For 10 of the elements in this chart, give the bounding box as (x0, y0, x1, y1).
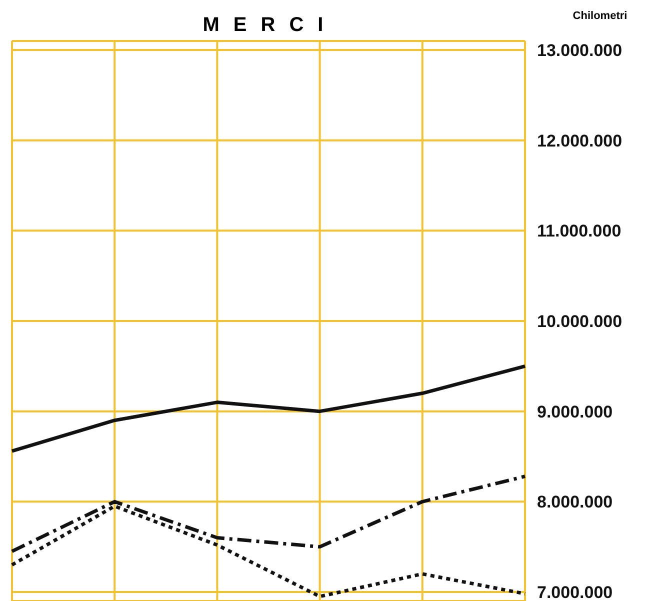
y-tick-label: 13.000.000 (537, 41, 622, 60)
y-tick-label: 12.000.000 (537, 131, 622, 150)
y-tick-label: 7.000.000 (537, 583, 613, 601)
y-tick-label: 9.000.000 (537, 402, 613, 422)
y-axis-title: Chilometri (572, 10, 628, 22)
y-tick-label: 11.000.000 (537, 222, 622, 241)
line-series (10, 364, 527, 453)
y-tick-label: 10.000.000 (537, 312, 622, 332)
chart-title: MERCI (202, 14, 338, 37)
y-tick-label: 8.000.000 (537, 492, 613, 512)
